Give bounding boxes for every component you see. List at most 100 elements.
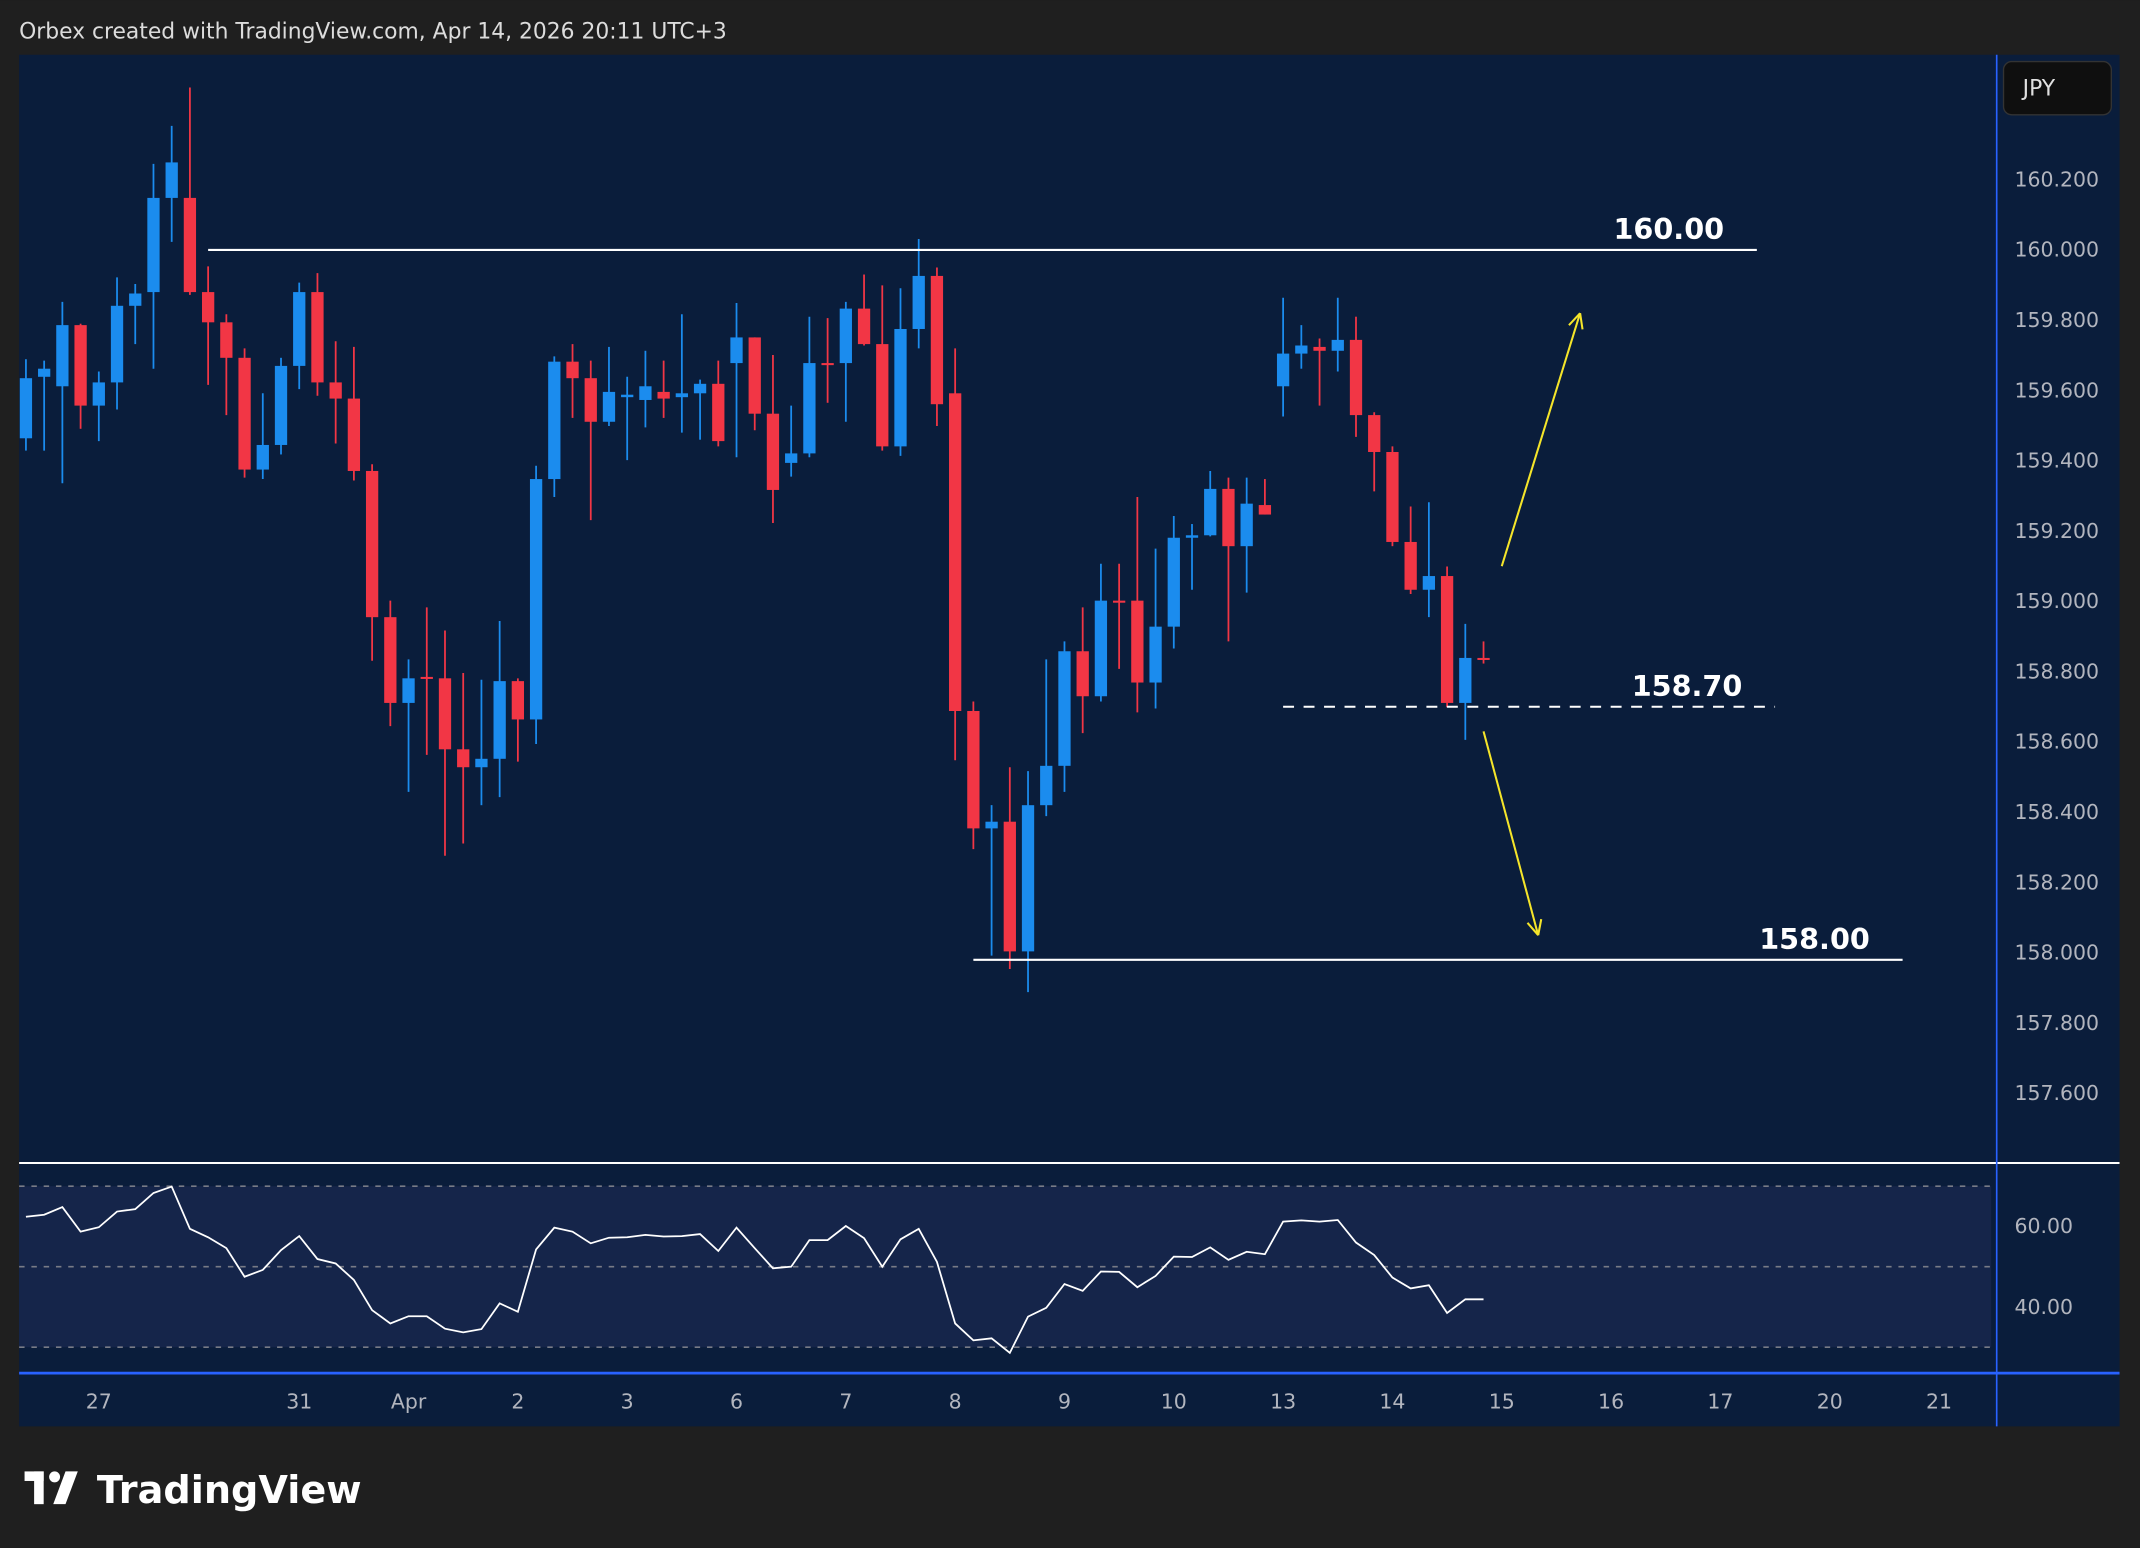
time-axis-label: 7 xyxy=(839,1390,852,1414)
candle xyxy=(1094,563,1108,702)
candle-body xyxy=(894,328,907,447)
candle-body xyxy=(1131,600,1144,683)
candle-body xyxy=(1149,626,1162,683)
arrow-head xyxy=(1579,313,1584,330)
candle-body xyxy=(329,382,342,399)
time-axis[interactable]: 27 31 Apr 2 3 6 7 8 9 10 13 14 15 16 17 20 21 xyxy=(86,1390,1952,1414)
arrow-head xyxy=(1537,918,1543,936)
price-levels: 160.00 158.70 158.00 xyxy=(208,212,1903,961)
candle xyxy=(1477,641,1490,664)
candle-body xyxy=(730,337,743,364)
candle xyxy=(785,405,798,477)
candle xyxy=(311,273,324,396)
price-axis-tick: 157.600 xyxy=(2014,1081,2099,1105)
candle-body xyxy=(129,293,142,306)
time-axis-label: 10 xyxy=(1161,1390,1187,1414)
candle xyxy=(621,376,634,461)
candle xyxy=(876,285,889,451)
currency-button[interactable]: JPY xyxy=(2002,60,2113,116)
candle xyxy=(639,350,652,428)
candle-body xyxy=(1368,415,1381,452)
candle xyxy=(220,314,233,416)
candle-body xyxy=(1167,537,1180,627)
candle-body xyxy=(92,382,105,406)
candle-body xyxy=(293,292,306,366)
candle-body xyxy=(74,325,87,406)
price-axis-tick: 158.200 xyxy=(2014,870,2099,894)
candle xyxy=(821,318,834,403)
candle xyxy=(19,359,33,451)
candle-body xyxy=(693,383,707,394)
price-axis-tick: 160.200 xyxy=(2014,167,2099,191)
arrow-up[interactable] xyxy=(1500,312,1584,567)
candle xyxy=(511,678,525,762)
candle-body xyxy=(475,758,488,768)
candle xyxy=(1240,477,1253,593)
tradingview-logo-text: TradingView xyxy=(97,1469,362,1513)
candle xyxy=(1131,496,1144,713)
candle-body xyxy=(1386,451,1399,542)
candle xyxy=(730,302,743,458)
rsi-guide-lines xyxy=(19,1185,1992,1349)
currency-button-bg[interactable] xyxy=(2002,60,2113,116)
candle xyxy=(1404,506,1417,594)
candle-body xyxy=(949,393,962,712)
candle-body xyxy=(1076,651,1089,697)
time-axis-label: 20 xyxy=(1817,1390,1843,1414)
candle xyxy=(347,346,361,481)
candle xyxy=(1003,767,1016,969)
candle-body xyxy=(839,308,852,364)
arrow-down[interactable] xyxy=(1482,731,1543,936)
candle-body xyxy=(365,470,379,618)
price-axis-tick: 158.800 xyxy=(2014,659,2099,683)
candle xyxy=(1185,524,1199,590)
arrow-head xyxy=(1568,312,1581,326)
time-axis-label: 9 xyxy=(1058,1390,1071,1414)
candle xyxy=(839,301,852,422)
level-label: 160.00 xyxy=(1613,212,1724,246)
candle-body xyxy=(1003,821,1016,952)
candle xyxy=(1276,297,1290,417)
candle xyxy=(912,239,925,349)
candle xyxy=(56,301,69,484)
candle-body xyxy=(712,383,725,442)
candle-body xyxy=(1240,503,1253,547)
candle xyxy=(1021,771,1035,993)
candle-body xyxy=(930,275,944,405)
candle-body xyxy=(985,821,998,829)
time-axis-label: 31 xyxy=(286,1390,312,1414)
candle-body xyxy=(56,325,69,387)
candle-body xyxy=(967,711,980,829)
candle xyxy=(1167,515,1180,649)
candle xyxy=(110,277,124,410)
candle-body xyxy=(38,368,51,377)
time-axis-label: 15 xyxy=(1489,1390,1515,1414)
candle-body xyxy=(857,308,871,345)
candle-body xyxy=(1440,576,1454,703)
time-axis-label: 17 xyxy=(1707,1390,1733,1414)
candle-body xyxy=(19,378,33,439)
candle xyxy=(165,125,178,242)
candle xyxy=(365,464,379,661)
candle-body xyxy=(1258,505,1272,515)
candle-body xyxy=(110,305,124,383)
rsi-axis-tick: 40.00 xyxy=(2014,1295,2073,1319)
tradingview-logo-icon xyxy=(24,1471,78,1505)
candle-body xyxy=(1058,651,1071,766)
candle-body xyxy=(1040,765,1053,806)
currency-button-label[interactable]: JPY xyxy=(2021,77,2056,102)
candle xyxy=(548,356,561,497)
candle xyxy=(949,348,962,761)
time-axis-label: 14 xyxy=(1379,1390,1405,1414)
time-axis-label: 8 xyxy=(949,1390,962,1414)
candle-body xyxy=(384,617,397,703)
time-axis-label: 3 xyxy=(621,1390,634,1414)
candle-body xyxy=(821,363,834,366)
candle-body xyxy=(238,357,251,470)
candle xyxy=(1386,446,1399,547)
price-axis-tick: 159.400 xyxy=(2014,449,2099,473)
time-axis-label: Apr xyxy=(391,1390,427,1414)
price-axis[interactable]: 160.200 160.000 159.800 159.600 159.400 159.2… xyxy=(2014,167,2099,1105)
rsi-line xyxy=(25,1185,1484,1355)
